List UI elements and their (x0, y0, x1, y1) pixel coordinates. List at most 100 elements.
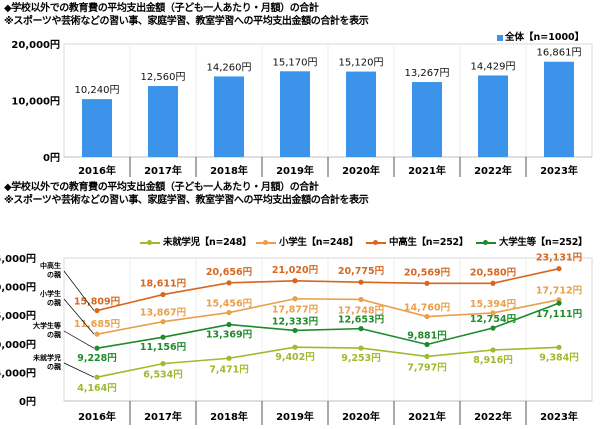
data-point (94, 374, 100, 380)
data-point (556, 344, 562, 350)
bar-chart-subtitle: ※スポーツや芸術などの習い事、家庭学習、教室学習への平均支出金額の合計を表示 (4, 16, 369, 27)
line-y-tick-label: 20,000円 (0, 282, 36, 294)
data-point (160, 291, 166, 298)
data-point (556, 266, 562, 272)
data-label: 9,253円 (341, 353, 381, 364)
bar (478, 75, 508, 157)
line-y-tick-label: 25,000円 (0, 253, 36, 265)
bar (214, 76, 244, 157)
line-x-tick-label: 2016年 (78, 410, 116, 423)
bar-y-tick-label: 10,000円 (11, 96, 60, 108)
data-point (358, 345, 364, 351)
line-x-tick-label: 2022年 (474, 410, 512, 423)
data-label: 14,760円 (404, 303, 450, 314)
series-side-label: 小学生 (39, 289, 61, 298)
data-label: 20,656円 (206, 267, 252, 278)
series-line (96, 267, 560, 312)
bar (280, 71, 310, 157)
bar-value-label: 10,240円 (75, 85, 120, 96)
series-side-label: 未就学児 (33, 353, 61, 362)
data-label: 13,867円 (140, 308, 186, 319)
data-label: 8,916円 (473, 355, 513, 366)
line-x-tick-label: 2021年 (408, 410, 446, 423)
series-line (96, 302, 560, 350)
data-point (358, 296, 364, 303)
data-point (292, 327, 298, 334)
bar-x-tick-label: 2023年 (540, 164, 578, 177)
data-point (160, 319, 166, 325)
bar (346, 71, 376, 157)
bar-x-tick-label: 2017年 (144, 164, 182, 177)
line-x-tick-label: 2018年 (210, 410, 248, 423)
data-label: 12,333円 (272, 316, 318, 327)
data-point (358, 326, 364, 332)
bar-value-label: 16,861円 (537, 48, 582, 59)
bar (148, 86, 178, 157)
series-side-label: 大学生等 (33, 321, 61, 330)
line-x-tick-label: 2017年 (144, 410, 182, 423)
data-label: 23,131円 (536, 253, 582, 264)
data-point (292, 278, 298, 284)
bar-value-label: 15,120円 (339, 58, 384, 69)
data-label: 13,369円 (206, 330, 252, 341)
data-point (226, 280, 232, 286)
series-side-label: 中高生 (40, 261, 61, 270)
bar (544, 61, 574, 157)
data-label: 17,748円 (338, 305, 384, 316)
line-chart-title: ◆学校以外での教育費の平均支出金額（子ども一人あたり・月額）の合計 (4, 182, 319, 193)
bar-x-tick-label: 2019年 (276, 164, 314, 177)
line-x-tick-label: 2023年 (540, 410, 578, 423)
data-point (490, 347, 496, 353)
data-label: 11,156円 (140, 342, 186, 353)
legend-item-university: 大学生等【n=252】 (476, 234, 588, 248)
data-point (160, 334, 166, 340)
line-y-tick-label: 15,000円 (0, 310, 36, 322)
line-y-tick-label: 5,000円 (0, 367, 36, 379)
series-side-label: の親 (47, 362, 61, 371)
bar-x-tick-label: 2022年 (474, 164, 512, 177)
data-label: 9,402円 (275, 352, 315, 363)
series-side-label: の親 (47, 270, 61, 279)
bar-y-tick-label: 20,000円 (11, 39, 60, 51)
data-label: 12,653円 (338, 315, 384, 326)
bar-chart-legend: 全体【n=1000】 (497, 29, 584, 43)
bar-x-tick-label: 2021年 (408, 164, 446, 177)
series-side-pointer (63, 330, 95, 349)
data-label: 20,569円 (404, 267, 450, 278)
bar-value-label: 14,260円 (207, 62, 252, 73)
data-point (490, 325, 496, 331)
bar-x-tick-label: 2016年 (78, 164, 116, 177)
legend-item-preschool: 未就学児【n=248】 (140, 234, 252, 248)
series-line (96, 346, 560, 378)
data-label: 6,534円 (143, 370, 183, 381)
bar (412, 82, 442, 157)
legend-label: 全体【n=1000】 (505, 32, 585, 43)
bar-value-label: 15,170円 (273, 57, 318, 68)
bar-x-tick-label: 2018年 (210, 164, 248, 177)
data-point (424, 341, 430, 348)
data-point (226, 321, 232, 328)
data-label: 15,456円 (206, 299, 252, 310)
data-label: 9,881円 (407, 330, 447, 341)
bar-value-label: 13,267円 (405, 68, 450, 79)
data-label: 21,020円 (272, 265, 318, 276)
line-chart-subtitle: ※スポーツや芸術などの習い事、家庭学習、教室学習への平均支出金額の合計を表示 (4, 195, 369, 206)
line-y-tick-label: 10,000円 (0, 339, 36, 351)
data-label: 15,809円 (74, 297, 120, 308)
data-label: 17,712円 (536, 286, 582, 297)
bar (82, 99, 112, 157)
data-label: 15,394円 (470, 299, 516, 310)
data-label: 9,228円 (77, 353, 117, 364)
data-label: 7,471円 (209, 364, 249, 375)
data-point (160, 361, 166, 367)
data-point (424, 280, 430, 286)
line-y-tick-label: 0円 (19, 396, 36, 408)
line-x-tick-label: 2019年 (276, 410, 314, 423)
legend-item-junior-senior-high: 中高生【n=252】 (366, 234, 468, 248)
data-point (490, 310, 496, 316)
data-point (226, 355, 232, 361)
data-label: 12,754円 (470, 314, 516, 325)
series-line (96, 297, 560, 335)
data-label: 9,384円 (539, 352, 579, 363)
